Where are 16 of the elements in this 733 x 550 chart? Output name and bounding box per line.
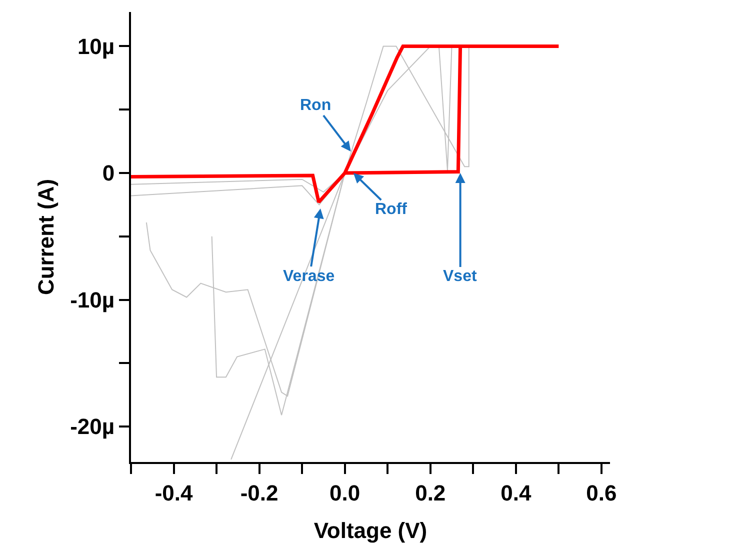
x-tick-label: 0.6 <box>586 480 617 506</box>
annotation: Verase <box>283 268 335 285</box>
y-tick-label: 10µ <box>77 34 115 59</box>
y-tick-label: -10µ <box>70 287 115 312</box>
x-tick-label: -0.4 <box>154 480 194 506</box>
x-tick-label: -0.2 <box>240 480 278 506</box>
annotation: Ron <box>300 97 332 114</box>
y-tick-label: -20µ <box>70 414 115 440</box>
x-tick-label: 0.2 <box>415 480 446 506</box>
annotation: Vset <box>443 268 478 285</box>
annotation: Roff <box>375 201 408 218</box>
y-axis-title: Current (A) <box>33 178 58 296</box>
x-axis-title: Voltage (V) <box>314 518 428 543</box>
x-tick-label: 0.4 <box>500 480 532 506</box>
x-tick-label: 0.0 <box>330 480 360 506</box>
y-tick-label: 0 <box>102 160 115 186</box>
